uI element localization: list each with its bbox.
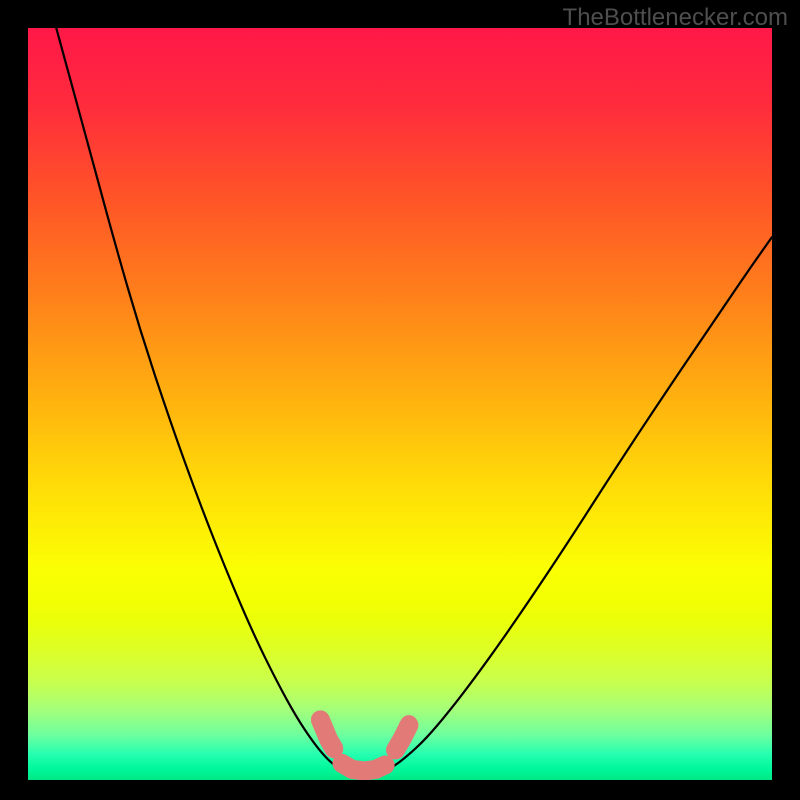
- plot-area: [28, 28, 772, 780]
- watermark-text: TheBottlenecker.com: [563, 4, 788, 32]
- chart-svg: [28, 28, 772, 780]
- chart-frame: TheBottlenecker.com: [0, 0, 800, 800]
